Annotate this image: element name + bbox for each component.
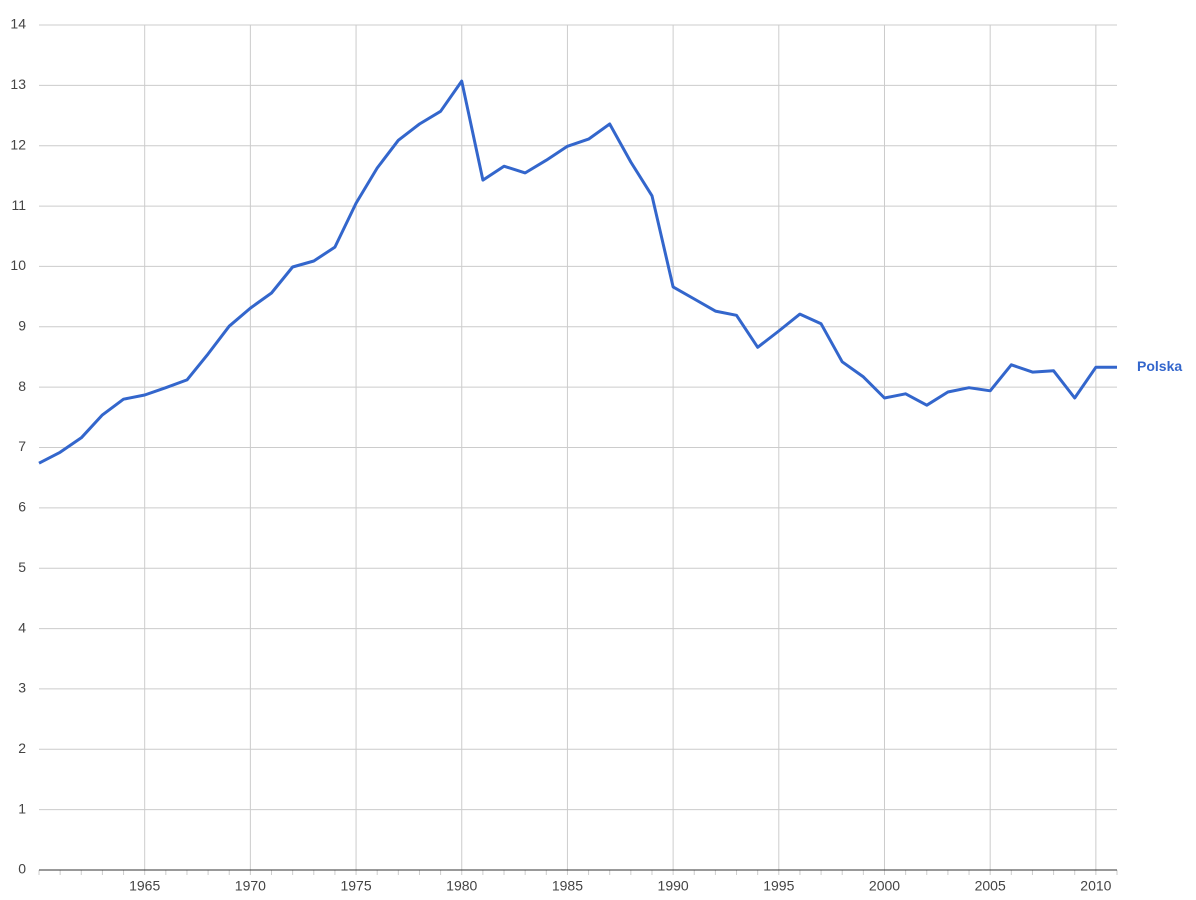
x-tick-label: 1995 bbox=[763, 878, 794, 894]
y-tick-label: 0 bbox=[18, 861, 26, 877]
y-tick-label: 6 bbox=[18, 499, 26, 515]
y-tick-label: 13 bbox=[10, 76, 26, 92]
y-tick-label: 8 bbox=[18, 378, 26, 394]
y-tick-label: 2 bbox=[18, 740, 26, 756]
y-tick-label: 12 bbox=[10, 136, 26, 152]
x-tick-label: 1970 bbox=[235, 878, 266, 894]
y-tick-label: 14 bbox=[10, 16, 26, 32]
y-tick-label: 9 bbox=[18, 317, 26, 333]
y-tick-label: 7 bbox=[18, 438, 26, 454]
line bbox=[38, 79, 1117, 465]
y-tick-label: 5 bbox=[18, 559, 26, 575]
series-label: Polska bbox=[1137, 358, 1182, 374]
y-tick-label: 3 bbox=[18, 680, 26, 696]
y-tick-label: 10 bbox=[10, 257, 26, 273]
y-tick-label: 11 bbox=[11, 197, 26, 213]
x-tick-label: 1980 bbox=[446, 878, 477, 894]
x-tick-label: 1965 bbox=[129, 878, 160, 894]
x-tick-label: 2000 bbox=[869, 878, 900, 894]
x-tick-label: 2010 bbox=[1080, 878, 1111, 894]
x-tick-label: 2005 bbox=[975, 878, 1006, 894]
y-tick-label: 1 bbox=[18, 800, 26, 816]
x-tick-label: 1975 bbox=[340, 878, 371, 894]
y-tick-label: 4 bbox=[18, 619, 26, 635]
x-tick-label: 1990 bbox=[658, 878, 689, 894]
x-tick-label: 1985 bbox=[552, 878, 583, 894]
